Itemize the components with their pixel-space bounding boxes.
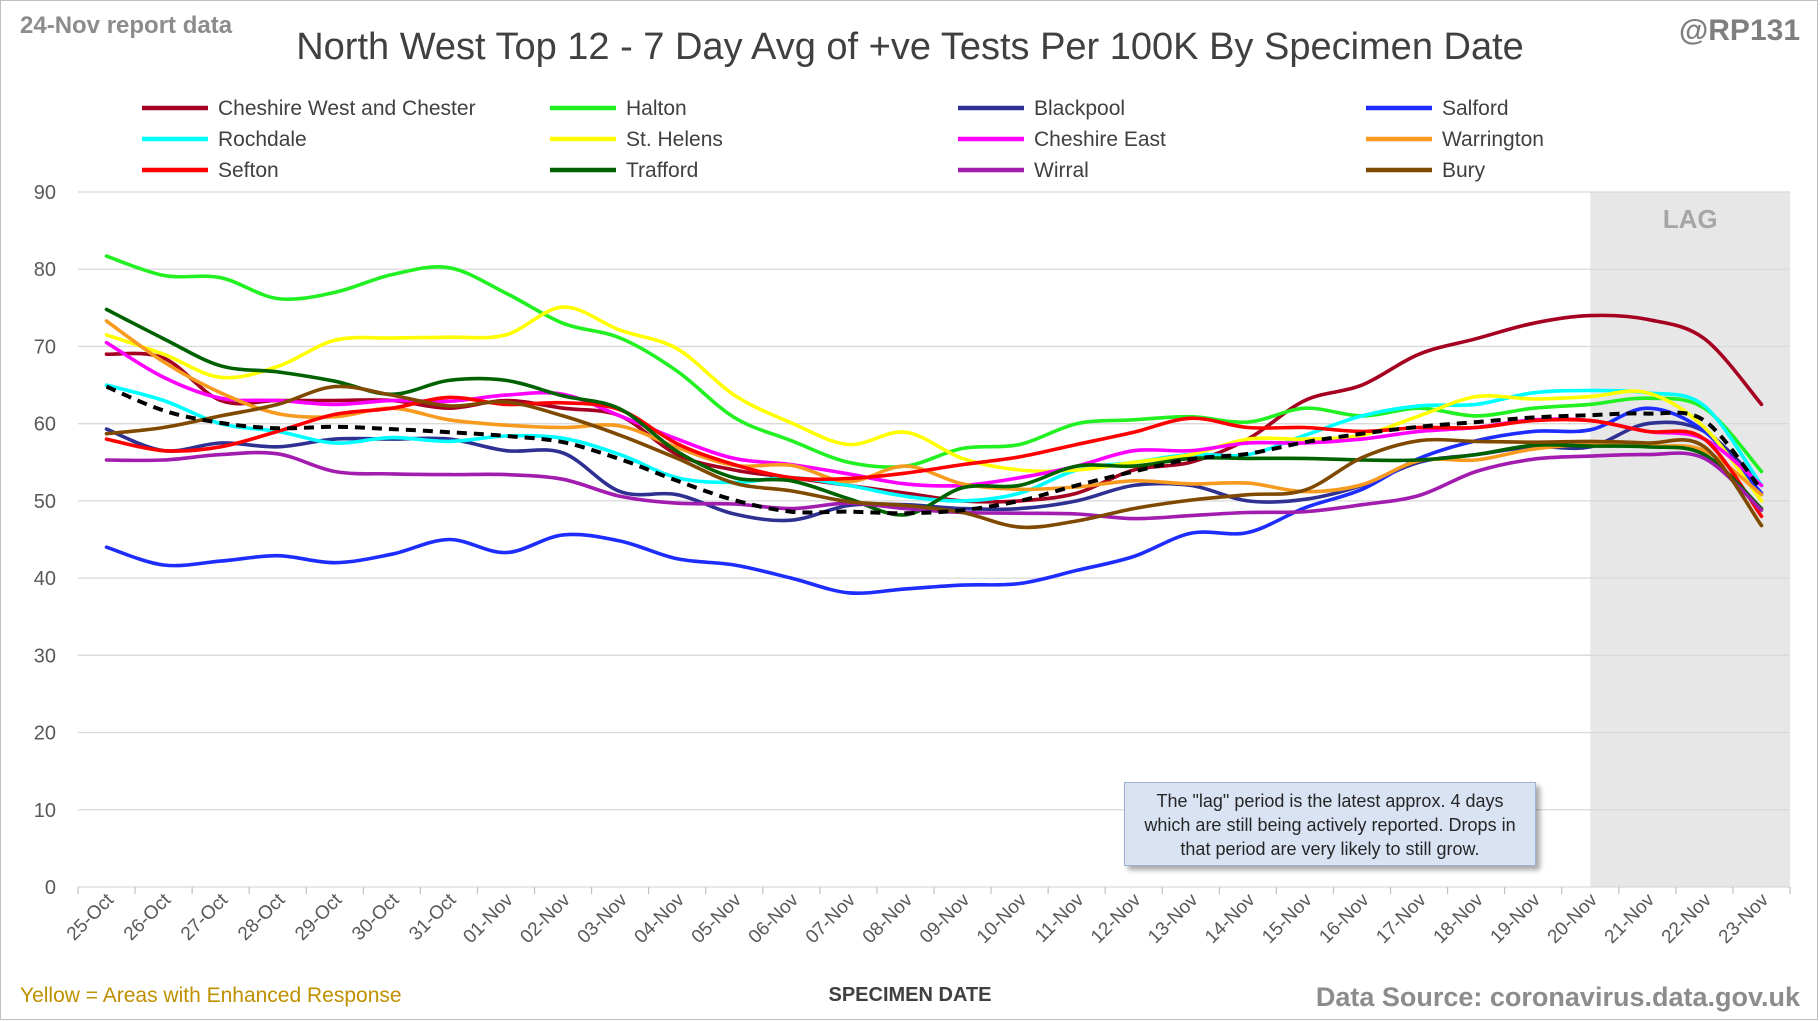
y-tick-label: 70 [34,336,56,358]
series-line-halton [104,254,1764,474]
x-tick-label: 20-Nov [1544,889,1603,948]
legend-label: St. Helens [626,128,723,151]
x-tick-label: 19-Nov [1487,889,1546,948]
x-tick-label: 16-Nov [1315,889,1374,948]
x-tick-label: 10-Nov [973,889,1032,948]
x-tick-label: 08-Nov [859,889,918,948]
x-tick-label: 17-Nov [1372,889,1431,948]
legend-label: Cheshire East [1034,128,1166,151]
x-tick-label: 29-Oct [291,889,347,945]
x-tick-label: 28-Oct [234,889,290,945]
x-tick-label: 23-Nov [1715,889,1774,948]
x-axis-title: SPECIMEN DATE [828,984,992,1006]
legend-label: Cheshire West and Chester [218,97,476,120]
x-tick-label: 30-Oct [348,889,404,945]
y-tick-label: 90 [34,182,56,204]
x-tick-label: 25-Oct [63,889,119,945]
legend-label: Salford [1442,97,1509,120]
x-tick-label: 01-Nov [459,889,518,948]
x-tick-label: 27-Oct [177,889,233,945]
lag-region [1590,192,1790,887]
legend-label: Warrington [1442,128,1544,151]
chart-title: North West Top 12 - 7 Day Avg of +ve Tes… [296,26,1524,68]
y-tick-label: 40 [34,568,56,590]
x-tick-label: 11-Nov [1031,889,1089,947]
series-line-salford [104,406,1764,596]
y-tick-label: 50 [34,491,56,513]
lag-label: LAG [1663,204,1718,234]
report-date-label: 24-Nov report data [20,12,233,39]
x-tick-label: 12-Nov [1087,889,1146,948]
y-tick-label: 30 [34,645,56,667]
x-tick-label: 02-Nov [516,889,575,948]
y-tick-label: 60 [34,414,56,436]
x-tick-label: 14-Nov [1201,889,1260,948]
series-line-st-helens [104,305,1764,503]
x-tick-label: 05-Nov [688,889,747,948]
legend-label: Blackpool [1034,97,1125,120]
series-line-rochdale [104,383,1764,503]
legend-label: Bury [1442,159,1486,182]
x-tick-label: 06-Nov [745,889,804,948]
average-line [105,384,1764,516]
lag-note-box: The "lag" period is the latest approx. 4… [1124,782,1536,866]
x-tick-label: 13-Nov [1144,889,1203,948]
x-tick-label: 26-Oct [120,889,176,945]
x-tick-label: 18-Nov [1430,889,1489,948]
legend-label: Trafford [626,159,698,182]
legend-label: Sefton [218,159,279,182]
x-tick-label: 31-Oct [405,889,461,945]
y-tick-label: 0 [45,877,56,899]
x-tick-label: 04-Nov [631,889,690,948]
legend-label: Rochdale [218,128,307,151]
legend-label: Halton [626,97,687,120]
enhanced-response-note: Yellow = Areas with Enhanced Response [20,984,402,1007]
y-tick-label: 80 [34,259,56,281]
data-source-label: Data Source: coronavirus.data.gov.uk [1315,982,1800,1012]
series-line-sefton [104,395,1764,519]
x-tick-label: 22-Nov [1658,889,1717,948]
series-line-blackpool [104,420,1764,523]
x-tick-label: 15-Nov [1258,889,1317,948]
x-tick-label: 09-Nov [916,889,975,948]
x-tick-label: 07-Nov [802,889,861,948]
legend-label: Wirral [1034,159,1089,182]
x-tick-label: 03-Nov [574,889,633,948]
y-tick-label: 10 [34,800,56,822]
y-tick-label: 20 [34,723,56,745]
x-tick-label: 21-Nov [1601,889,1660,948]
series-line-wirral [104,450,1764,521]
author-handle: @RP131 [1679,14,1800,47]
